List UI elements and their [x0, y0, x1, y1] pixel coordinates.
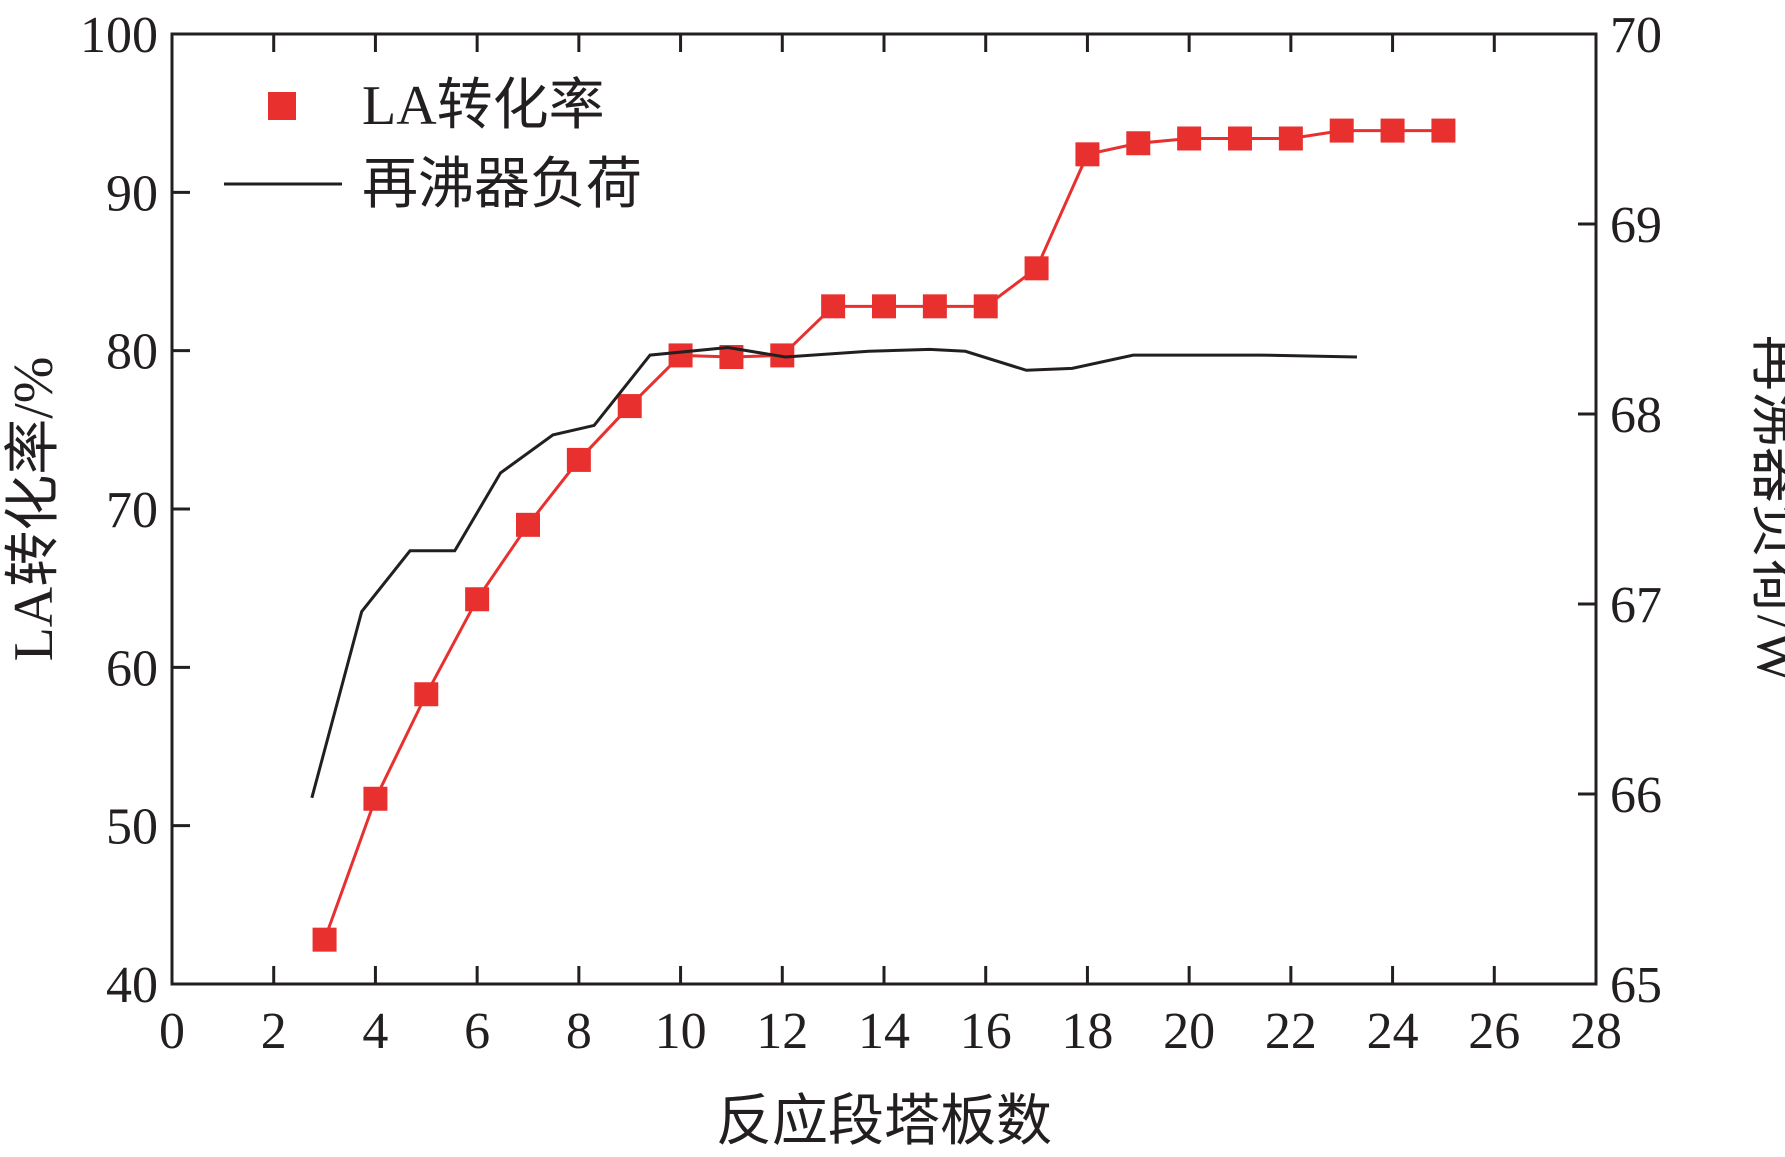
- data-point: [465, 587, 490, 612]
- y2-tick-label: 67: [1610, 577, 1662, 634]
- x-tick-label: 18: [1061, 1003, 1113, 1060]
- data-point: [821, 294, 846, 319]
- data-point: [973, 294, 998, 319]
- y2-tick-label: 66: [1610, 767, 1662, 824]
- y2-tick-label: 69: [1610, 197, 1662, 254]
- y-tick-label: 40: [106, 957, 158, 1014]
- data-point: [1126, 131, 1151, 156]
- x-tick-label: 6: [464, 1003, 490, 1060]
- x-tick-label: 4: [362, 1003, 388, 1060]
- data-point: [872, 294, 896, 319]
- x-tick-label: 16: [960, 1003, 1012, 1060]
- y-tick-label: 70: [106, 482, 158, 539]
- legend-marker-la: [268, 92, 296, 120]
- legend-label-reboiler: 再沸器负荷: [362, 154, 642, 216]
- data-point: [516, 512, 540, 537]
- series-line-0: [323, 129, 1444, 941]
- y2-tick-label: 70: [1610, 7, 1662, 64]
- y2-axis-label: 再沸器负荷/W: [1745, 335, 1785, 684]
- y-tick-label: 100: [80, 7, 158, 64]
- x-tick-label: 24: [1367, 1003, 1419, 1060]
- data-point: [617, 394, 642, 419]
- y-axis-label: LA转化率/%: [3, 357, 65, 662]
- legend: LA转化率 再沸器负荷: [224, 75, 642, 216]
- x-tick-label: 10: [655, 1003, 707, 1060]
- y2-tick-label: 68: [1610, 387, 1662, 444]
- data-point: [1177, 126, 1202, 151]
- x-tick-label: 0: [159, 1003, 185, 1060]
- data-point: [1075, 142, 1100, 167]
- data-point: [1329, 118, 1354, 143]
- x-axis-label: 反应段塔板数: [716, 1091, 1052, 1152]
- y2-tick-label: 65: [1610, 957, 1662, 1014]
- x-tick-label: 22: [1265, 1003, 1317, 1060]
- data-point: [1431, 118, 1456, 143]
- x-tick-label: 28: [1570, 1003, 1622, 1060]
- data-point: [312, 927, 337, 952]
- data-point: [1228, 126, 1252, 151]
- x-tick-label: 20: [1163, 1003, 1215, 1060]
- data-point: [1278, 126, 1303, 151]
- data-point: [1024, 256, 1049, 281]
- x-tick-label: 14: [858, 1003, 910, 1060]
- y-tick-label: 90: [106, 165, 158, 222]
- y-tick-label: 60: [106, 640, 158, 697]
- series-line-1: [310, 345, 1358, 799]
- x-tick-label: 8: [566, 1003, 592, 1060]
- x-tick-label: 2: [261, 1003, 287, 1060]
- y-tick-label: 50: [106, 799, 158, 856]
- x-tick-label: 26: [1468, 1003, 1520, 1060]
- data-point: [1380, 118, 1405, 143]
- data-point: [363, 786, 388, 811]
- y-tick-label: 80: [106, 324, 158, 381]
- data-point: [566, 447, 591, 472]
- legend-label-la: LA转化率: [362, 75, 605, 137]
- data-point: [414, 682, 439, 707]
- x-tick-label: 12: [756, 1003, 808, 1060]
- data-point: [668, 343, 693, 368]
- data-point: [922, 294, 947, 319]
